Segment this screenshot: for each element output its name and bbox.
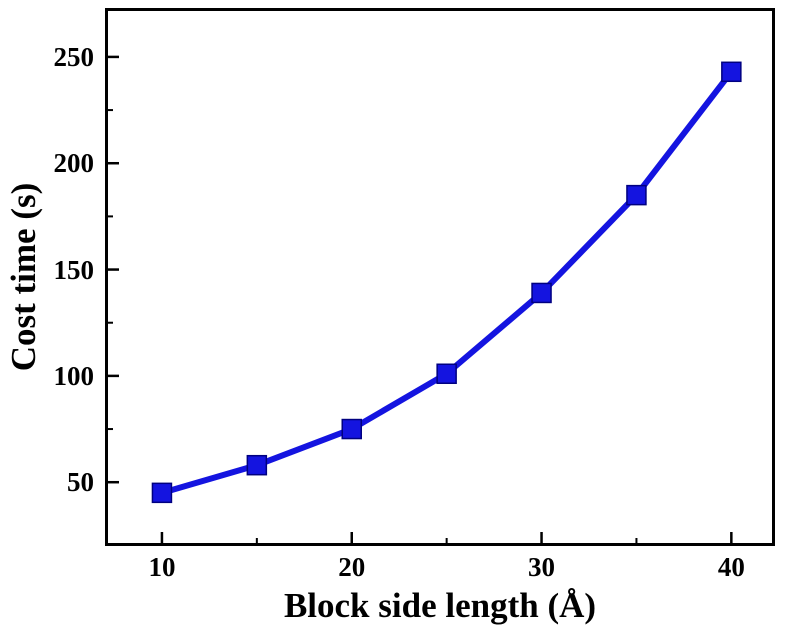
y-tick-label: 150: [53, 254, 95, 285]
x-axis-title: Block side length (Å): [283, 586, 597, 625]
y-tick-label: 250: [53, 41, 95, 72]
plot-border: [105, 8, 775, 546]
data-point-marker: [436, 363, 457, 385]
data-line: [158, 68, 735, 496]
plot-area: [105, 8, 775, 546]
x-tick-label: 20: [338, 552, 366, 582]
y-axis-title: Cost time (s): [4, 182, 43, 372]
data-point-marker: [531, 282, 552, 304]
y-tick-label: 200: [53, 148, 95, 179]
x-tick-label: 30: [528, 552, 556, 582]
x-tick-label: 10: [148, 552, 176, 582]
y-tick-label: 50: [67, 467, 94, 498]
y-tick-label: 100: [53, 360, 95, 391]
data-point-marker: [151, 482, 173, 504]
data-point-marker: [721, 61, 742, 83]
data-point-marker: [246, 454, 268, 476]
data-point-marker: [341, 418, 362, 440]
chart-canvas: [105, 8, 775, 546]
x-tick-label: 40: [717, 552, 745, 582]
data-point-marker: [626, 184, 647, 206]
